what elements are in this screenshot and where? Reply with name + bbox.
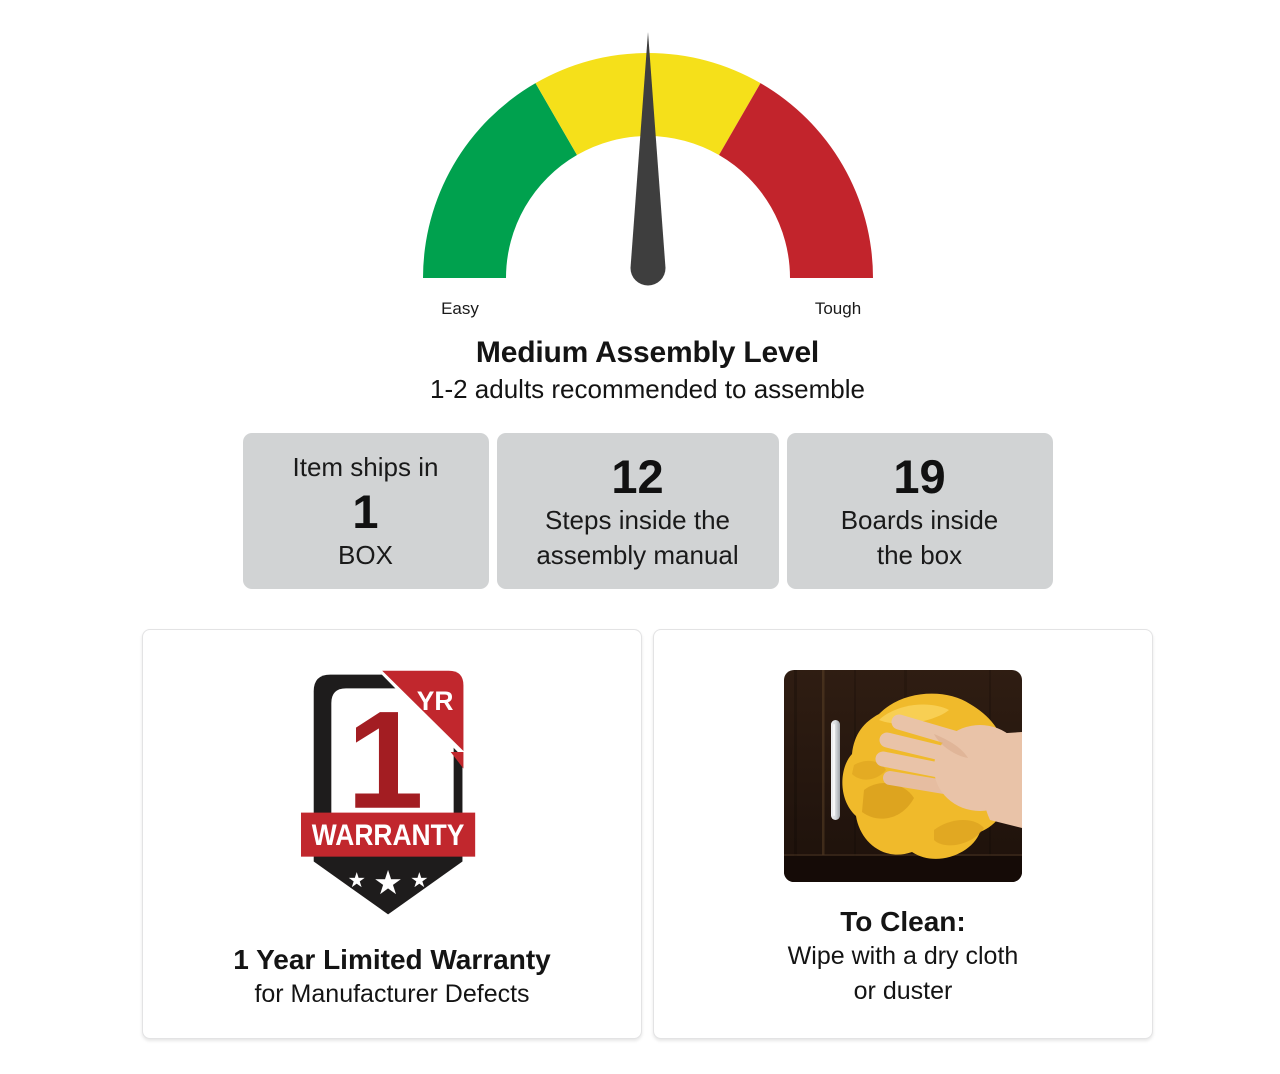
badge-year-number: 1 — [347, 683, 424, 838]
badge-banner — [300, 812, 476, 857]
clean-instruction-line: Wipe with a dry cloth — [787, 942, 1019, 970]
cleaning-card: To Clean: Wipe with a dry cloth or duste… — [653, 629, 1153, 1039]
gauge-graphic: Easy Tough — [422, 32, 873, 318]
gauge-needle — [630, 32, 665, 286]
info-box-ships-in: Item ships in 1 BOX — [242, 433, 489, 589]
badge-shield-inner — [331, 688, 454, 820]
clean-instruction-line: or duster — [853, 977, 953, 1005]
clean-title: To Clean: — [840, 906, 966, 937]
door-seam — [822, 670, 825, 855]
info-box-text: Boards inside — [840, 504, 999, 535]
star-icon: ★ — [373, 865, 403, 902]
boards-count-value: 19 — [893, 449, 946, 503]
cabinet-handle — [831, 720, 840, 820]
warranty-title: 1 Year Limited Warranty — [233, 944, 551, 975]
info-box-text: the box — [876, 539, 963, 570]
assembly-level-subtitle: 1-2 adults recommended to assemble — [429, 374, 865, 404]
star-icon: ★ — [348, 869, 366, 892]
info-box-text: Item ships in — [292, 451, 439, 482]
gauge-easy-label: Easy — [441, 299, 479, 318]
info-box-steps: 12 Steps inside the assembly manual — [496, 433, 779, 589]
gauge-green-segment — [422, 83, 577, 278]
warranty-card: 1 YR WARRANTY ★ ★ ★ 1 Year Limited Warra… — [142, 629, 642, 1039]
badge-yr-label: YR — [417, 686, 454, 716]
warranty-subtitle: for Manufacturer Defects — [254, 980, 530, 1008]
box-count-value: 1 — [352, 484, 379, 538]
hand — [875, 714, 1022, 828]
info-box-text: BOX — [338, 539, 393, 570]
steps-count-value: 12 — [611, 449, 664, 503]
info-box-row: Item ships in 1 BOX 12 Steps inside the … — [15, 433, 1280, 589]
assembly-gauge: Easy Tough — [15, 0, 1280, 326]
cleaning-photo — [784, 670, 1022, 882]
info-box-text: Steps inside the — [544, 504, 730, 535]
info-box-text: assembly manual — [536, 539, 739, 570]
star-icon: ★ — [410, 869, 428, 892]
bottom-rail — [784, 856, 1022, 882]
warranty-badge-icon: 1 YR WARRANTY ★ ★ ★ — [300, 658, 476, 915]
gauge-tough-label: Tough — [814, 299, 860, 318]
assembly-level-title: Medium Assembly Level — [475, 336, 820, 369]
wipe-photo-graphic — [784, 670, 1022, 882]
gauge-red-segment — [718, 83, 873, 278]
info-box-boards: 19 Boards inside the box — [786, 433, 1053, 589]
badge-banner-label: WARRANTY — [312, 819, 465, 852]
feature-card-row: 1 YR WARRANTY ★ ★ ★ 1 Year Limited Warra… — [15, 629, 1280, 1039]
